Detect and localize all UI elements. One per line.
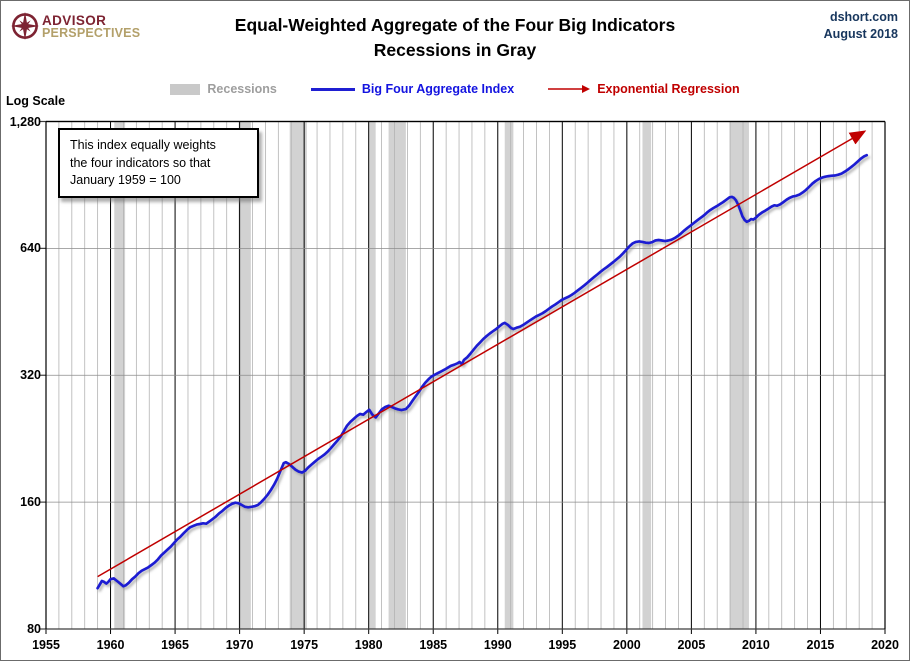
legend-item-index: Big Four Aggregate Index — [310, 82, 515, 96]
x-tick-label: 1980 — [354, 638, 383, 652]
recession-swatch-icon — [170, 83, 201, 95]
x-tick-label: 1995 — [548, 638, 577, 652]
y-tick-label: 320 — [20, 368, 41, 383]
index-line — [96, 153, 869, 590]
advisor-perspectives-logo: ADVISOR PERSPECTIVES — [10, 11, 140, 41]
regression-line — [97, 130, 867, 578]
logo-wordmark-advisor: ADVISOR — [42, 13, 107, 28]
annotation-callout: This index equally weights the four indi… — [58, 128, 259, 198]
x-tick-label: 1990 — [483, 638, 512, 652]
index-line-swatch-icon — [310, 87, 355, 91]
chart-legend: Recessions Big Four Aggregate Index Expo… — [1, 82, 909, 96]
chart-title: Equal-Weighted Aggregate of the Four Big… — [131, 13, 779, 63]
logo-wordmark-perspectives: PERSPECTIVES — [42, 26, 141, 40]
legend-label-index: Big Four Aggregate Index — [361, 82, 515, 96]
source-site: dshort.com — [829, 10, 898, 24]
y-tick-label: 640 — [20, 241, 41, 256]
x-tick-label: 1955 — [32, 638, 60, 652]
compass-logo-icon — [10, 11, 40, 41]
annotation-line2: the four indicators so that — [70, 155, 211, 170]
chart-title-line1: Equal-Weighted Aggregate of the Four Big… — [234, 15, 676, 35]
x-tick-label: 2000 — [612, 638, 641, 652]
regression-arrow-swatch-icon — [548, 84, 591, 94]
chart-title-line2: Recessions in Gray — [373, 40, 537, 60]
x-tick-label: 2020 — [871, 638, 899, 652]
legend-item-regression: Exponential Regression — [548, 82, 740, 96]
legend-label-recessions: Recessions — [207, 82, 277, 96]
log-scale-label: Log Scale — [6, 94, 66, 108]
annotation-line3: January 1959 = 100 — [70, 173, 181, 187]
legend-item-recessions: Recessions — [170, 82, 277, 96]
source-date: August 2018 — [823, 27, 898, 41]
legend-label-regression: Exponential Regression — [597, 82, 740, 96]
annotation-line1: This index equally weights — [70, 138, 216, 152]
x-tick-label: 1970 — [225, 638, 254, 652]
x-tick-label: 2005 — [677, 638, 706, 652]
y-tick-label: 1,280 — [9, 114, 41, 129]
source-attribution: dshort.com August 2018 — [824, 9, 898, 43]
x-tick-label: 1960 — [96, 638, 125, 652]
x-tick-label: 1965 — [161, 638, 189, 652]
x-tick-label: 1975 — [290, 638, 319, 652]
y-tick-label: 80 — [27, 622, 41, 636]
x-tick-label: 1985 — [419, 638, 448, 652]
x-tick-label: 2015 — [806, 638, 835, 652]
y-tick-label: 160 — [20, 495, 41, 510]
x-tick-label: 2010 — [742, 638, 770, 652]
